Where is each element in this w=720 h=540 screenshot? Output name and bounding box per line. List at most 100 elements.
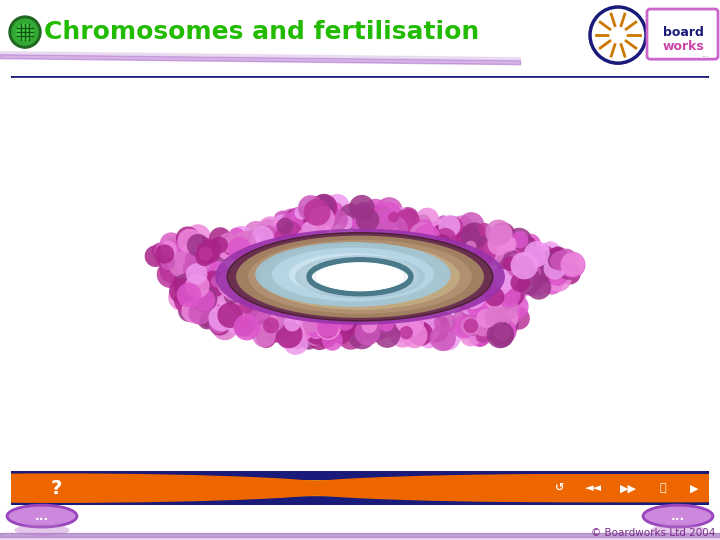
Point bbox=[529, 253, 541, 261]
Point bbox=[269, 230, 281, 239]
Point bbox=[496, 330, 508, 339]
Point bbox=[541, 275, 553, 284]
Point bbox=[175, 278, 186, 286]
Point bbox=[501, 279, 513, 287]
Point bbox=[474, 291, 486, 299]
Point bbox=[181, 281, 192, 290]
Point bbox=[158, 247, 169, 256]
Point bbox=[496, 309, 508, 318]
Point bbox=[224, 244, 235, 252]
Point bbox=[243, 304, 255, 313]
Point bbox=[473, 295, 485, 303]
Point bbox=[472, 312, 483, 320]
Point bbox=[319, 211, 330, 219]
Point bbox=[361, 328, 373, 337]
Point bbox=[496, 294, 508, 302]
Point bbox=[241, 323, 253, 332]
Point bbox=[211, 299, 222, 308]
Point bbox=[194, 262, 206, 271]
Point bbox=[472, 246, 484, 254]
Point bbox=[408, 316, 420, 325]
Point bbox=[441, 333, 453, 341]
Point bbox=[275, 329, 287, 338]
Point bbox=[182, 276, 194, 285]
Point bbox=[251, 237, 262, 245]
Point bbox=[411, 321, 423, 329]
Point bbox=[345, 332, 356, 341]
Point bbox=[302, 224, 314, 233]
Point bbox=[332, 202, 343, 211]
Point bbox=[511, 260, 523, 269]
Ellipse shape bbox=[272, 247, 448, 306]
Point bbox=[266, 321, 277, 330]
Point bbox=[434, 321, 446, 330]
Point bbox=[402, 214, 414, 223]
Ellipse shape bbox=[332, 267, 388, 286]
Point bbox=[492, 228, 504, 237]
Point bbox=[249, 241, 261, 250]
Point bbox=[271, 320, 282, 329]
Point bbox=[213, 320, 225, 328]
Point bbox=[195, 258, 207, 266]
Point bbox=[261, 334, 272, 342]
Point bbox=[303, 336, 315, 345]
Point bbox=[281, 244, 292, 252]
Point bbox=[479, 225, 490, 234]
Point bbox=[197, 290, 209, 299]
Point bbox=[269, 244, 280, 252]
Point bbox=[446, 237, 457, 245]
Point bbox=[186, 293, 198, 302]
Point bbox=[234, 300, 246, 309]
Point bbox=[183, 291, 194, 299]
Point bbox=[202, 315, 213, 323]
Point bbox=[480, 314, 492, 322]
Ellipse shape bbox=[323, 264, 384, 285]
Point bbox=[276, 319, 288, 327]
FancyBboxPatch shape bbox=[91, 480, 534, 496]
Point bbox=[402, 322, 413, 331]
Ellipse shape bbox=[289, 253, 418, 296]
Point bbox=[395, 231, 406, 239]
Point bbox=[477, 332, 489, 340]
Point bbox=[475, 284, 487, 292]
Point bbox=[533, 271, 544, 280]
Point bbox=[444, 222, 455, 231]
Point bbox=[322, 321, 333, 330]
Point bbox=[523, 269, 535, 278]
Point bbox=[402, 217, 413, 225]
Point bbox=[327, 213, 338, 221]
Circle shape bbox=[9, 16, 41, 48]
Point bbox=[474, 324, 486, 333]
Point bbox=[264, 321, 275, 329]
Point bbox=[492, 234, 504, 242]
Point bbox=[362, 219, 374, 227]
Point bbox=[216, 314, 228, 323]
Point bbox=[533, 283, 544, 292]
Point bbox=[300, 320, 311, 329]
Point bbox=[439, 319, 451, 327]
Point bbox=[327, 322, 338, 330]
Point bbox=[549, 264, 561, 273]
Point bbox=[266, 314, 278, 322]
Point bbox=[359, 220, 371, 229]
Point bbox=[476, 332, 487, 340]
Point bbox=[203, 247, 215, 256]
Point bbox=[289, 322, 300, 331]
Point bbox=[272, 238, 284, 246]
Point bbox=[499, 303, 510, 312]
Point bbox=[507, 297, 518, 306]
Point bbox=[198, 260, 210, 269]
Point bbox=[189, 306, 200, 315]
Point bbox=[473, 234, 485, 243]
Point bbox=[192, 242, 204, 251]
Text: ↺: ↺ bbox=[554, 483, 564, 493]
Circle shape bbox=[12, 19, 38, 45]
Point bbox=[503, 304, 515, 313]
Point bbox=[181, 284, 192, 293]
Point bbox=[185, 261, 197, 269]
Point bbox=[510, 302, 521, 311]
Point bbox=[240, 244, 251, 253]
Point bbox=[276, 325, 288, 333]
Point bbox=[256, 233, 268, 242]
Point bbox=[269, 241, 280, 249]
